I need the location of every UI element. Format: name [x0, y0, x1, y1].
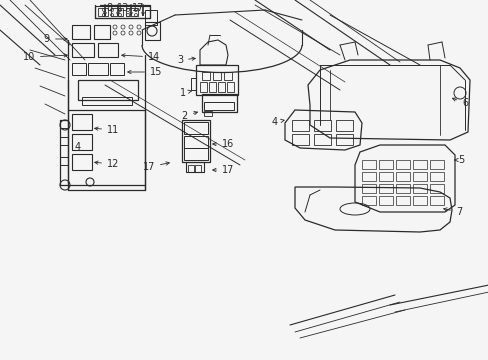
- Text: 17: 17: [212, 165, 234, 175]
- Bar: [395, 196, 409, 205]
- Bar: [313, 120, 330, 131]
- Bar: [361, 196, 375, 205]
- Bar: [203, 102, 234, 110]
- Text: 4: 4: [271, 117, 284, 127]
- Text: 7: 7: [443, 207, 461, 217]
- Bar: [395, 160, 409, 169]
- Bar: [226, 82, 234, 92]
- Bar: [208, 82, 216, 92]
- Bar: [378, 172, 392, 181]
- Bar: [145, 22, 160, 40]
- Bar: [72, 154, 92, 170]
- Bar: [82, 97, 132, 105]
- Bar: [291, 120, 308, 131]
- Bar: [72, 43, 94, 57]
- Bar: [429, 184, 443, 193]
- Bar: [378, 196, 392, 205]
- Text: 3: 3: [177, 55, 195, 65]
- Text: 5: 5: [454, 155, 463, 165]
- Text: 6: 6: [451, 98, 467, 108]
- Text: 13: 13: [117, 3, 129, 13]
- Bar: [429, 160, 443, 169]
- Text: 4: 4: [75, 142, 81, 152]
- Bar: [361, 160, 375, 169]
- Bar: [202, 72, 209, 80]
- Text: 10: 10: [23, 52, 67, 62]
- Bar: [185, 162, 203, 172]
- Text: 17: 17: [142, 162, 169, 172]
- Bar: [361, 172, 375, 181]
- Bar: [98, 8, 108, 16]
- Bar: [412, 160, 426, 169]
- Bar: [313, 134, 330, 145]
- Text: 15: 15: [127, 67, 162, 77]
- Bar: [72, 114, 92, 130]
- Bar: [72, 134, 92, 150]
- Text: 12: 12: [95, 159, 119, 169]
- Text: 14: 14: [122, 52, 160, 62]
- Bar: [72, 25, 90, 39]
- Bar: [218, 82, 224, 92]
- Bar: [60, 157, 68, 165]
- Bar: [196, 65, 238, 95]
- Bar: [72, 63, 86, 75]
- Text: 11: 11: [95, 125, 119, 135]
- Bar: [182, 120, 209, 162]
- Bar: [395, 172, 409, 181]
- Bar: [203, 111, 212, 116]
- Bar: [145, 10, 157, 25]
- Bar: [187, 165, 194, 172]
- Bar: [195, 165, 201, 172]
- Bar: [60, 120, 68, 128]
- Bar: [110, 63, 124, 75]
- Text: 16: 16: [212, 139, 234, 149]
- Text: 2: 2: [182, 111, 197, 121]
- Bar: [378, 160, 392, 169]
- Bar: [78, 80, 138, 100]
- Bar: [98, 43, 118, 57]
- Bar: [429, 196, 443, 205]
- Bar: [183, 136, 207, 148]
- Bar: [412, 196, 426, 205]
- Bar: [60, 137, 68, 145]
- Bar: [378, 184, 392, 193]
- Text: 17: 17: [132, 3, 144, 13]
- Bar: [126, 8, 138, 16]
- Bar: [395, 184, 409, 193]
- Text: 8: 8: [106, 3, 112, 13]
- Bar: [200, 82, 206, 92]
- Text: 1: 1: [180, 88, 191, 98]
- Bar: [361, 184, 375, 193]
- Bar: [202, 94, 237, 112]
- Bar: [412, 172, 426, 181]
- Bar: [191, 78, 196, 90]
- Bar: [412, 184, 426, 193]
- Bar: [183, 148, 207, 160]
- Bar: [291, 134, 308, 145]
- Bar: [94, 25, 110, 39]
- Bar: [95, 6, 150, 18]
- Bar: [335, 120, 352, 131]
- Bar: [213, 72, 221, 80]
- Bar: [429, 172, 443, 181]
- Text: 9: 9: [44, 34, 67, 44]
- Bar: [335, 134, 352, 145]
- Bar: [111, 8, 123, 16]
- Bar: [224, 72, 231, 80]
- Bar: [88, 63, 108, 75]
- Bar: [183, 122, 207, 134]
